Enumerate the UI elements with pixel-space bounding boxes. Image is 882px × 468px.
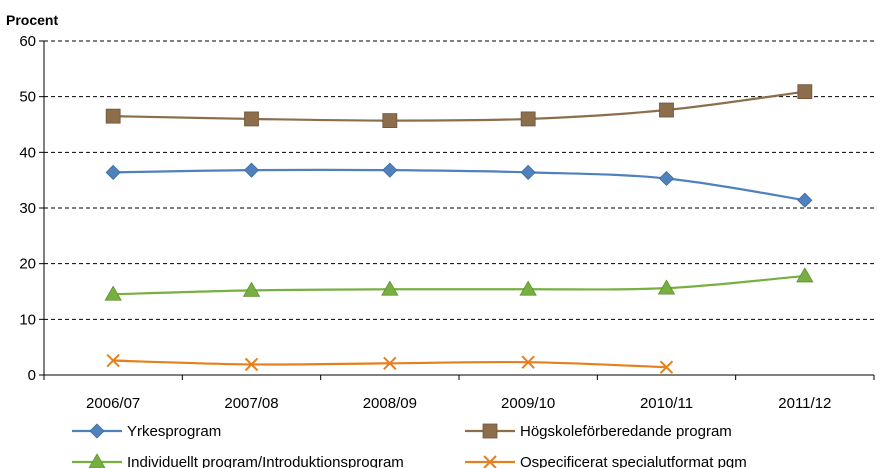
y-axis-label: Procent [6,12,58,28]
x-axis-ticks: 2006/07 2007/08 2008/09 2009/10 2010/11 2011/… [86,395,831,412]
y-axis-ticks: 0 10 20 30 40 50 60 [19,33,36,384]
legend-item-3: Ospecificerat specialutformat pgm [465,454,747,468]
legend-marker-3 [483,455,497,468]
axes [39,40,875,380]
series-0-point-5 [797,192,813,208]
legend-label-3: Ospecificerat specialutformat pgm [520,454,747,468]
y-tick-label-60: 60 [19,33,36,50]
series-1 [105,84,813,129]
series-3-point-4-stroke-b [659,360,674,374]
legend-marker-1 [482,423,498,439]
legend-label-1: Högskoleförberedande program [520,423,732,440]
series-1-point-5 [797,84,813,100]
y-tick-label-30: 30 [19,200,36,217]
series-3-point-1 [244,357,259,372]
series-1-point-4 [659,102,674,118]
legend: Yrkesprogram Högskoleförberedande program… [72,423,747,468]
legend-item-0: Yrkesprogram [72,423,221,440]
series-1-point-3 [520,111,536,127]
legend-marker-0 [89,423,105,439]
x-tick-label-0: 2006/07 [86,395,140,412]
series-3-point-2 [383,356,397,371]
y-tick-label-20: 20 [19,256,36,273]
series-1-point-1 [244,111,259,127]
series-3-point-0 [106,353,120,368]
legend-marker-3-stroke-b [483,455,497,468]
legend-label-0: Yrkesprogram [127,423,221,440]
series-3 [106,353,674,374]
series-2-point-4 [657,279,676,295]
series-1-point-2 [382,113,398,129]
series-0-line [113,168,806,202]
series-0-point-0 [105,164,121,180]
series-2-point-0 [104,285,122,301]
series-2-point-5 [796,267,814,283]
series-2 [104,267,814,301]
x-tick-label-5: 2011/12 [778,395,831,412]
series-0-point-2 [382,162,398,178]
series-2-point-2 [381,280,399,296]
series-3-point-2-stroke-b [383,356,397,371]
y-tick-label-40: 40 [19,144,36,161]
series-2-point-3 [519,280,537,296]
legend-label-2: Individuellt program/Introduktionsprogra… [127,454,404,468]
y-tick-label-10: 10 [19,311,36,328]
y-tick-label-50: 50 [19,89,36,106]
series-3-point-0-stroke-b [106,353,120,368]
series-3-point-1-stroke-b [244,357,259,372]
series-0-point-4 [658,170,675,187]
x-tick-label-2: 2008/09 [363,395,417,412]
series-0-point-1 [243,162,260,178]
series-3-point-3 [521,355,535,369]
series-group [104,84,814,374]
legend-item-2: Individuellt program/Introduktionsprogra… [72,453,404,468]
legend-item-1: Högskoleförberedande program [465,423,732,440]
series-1-line [113,90,805,122]
y-tick-label-0: 0 [28,367,36,384]
series-1-point-0 [105,108,121,124]
x-tick-label-4: 2010/11 [640,395,693,412]
gridlines [44,40,874,320]
series-3-point-4 [659,360,674,374]
legend-marker-2 [88,453,106,468]
x-tick-label-1: 2007/08 [224,395,278,412]
series-2-line [113,274,805,296]
series-3-point-3-stroke-b [521,355,535,369]
series-0 [105,162,813,208]
x-tick-label-3: 2009/10 [501,395,555,412]
series-0-point-3 [520,164,536,180]
series-2-point-1 [242,281,261,297]
